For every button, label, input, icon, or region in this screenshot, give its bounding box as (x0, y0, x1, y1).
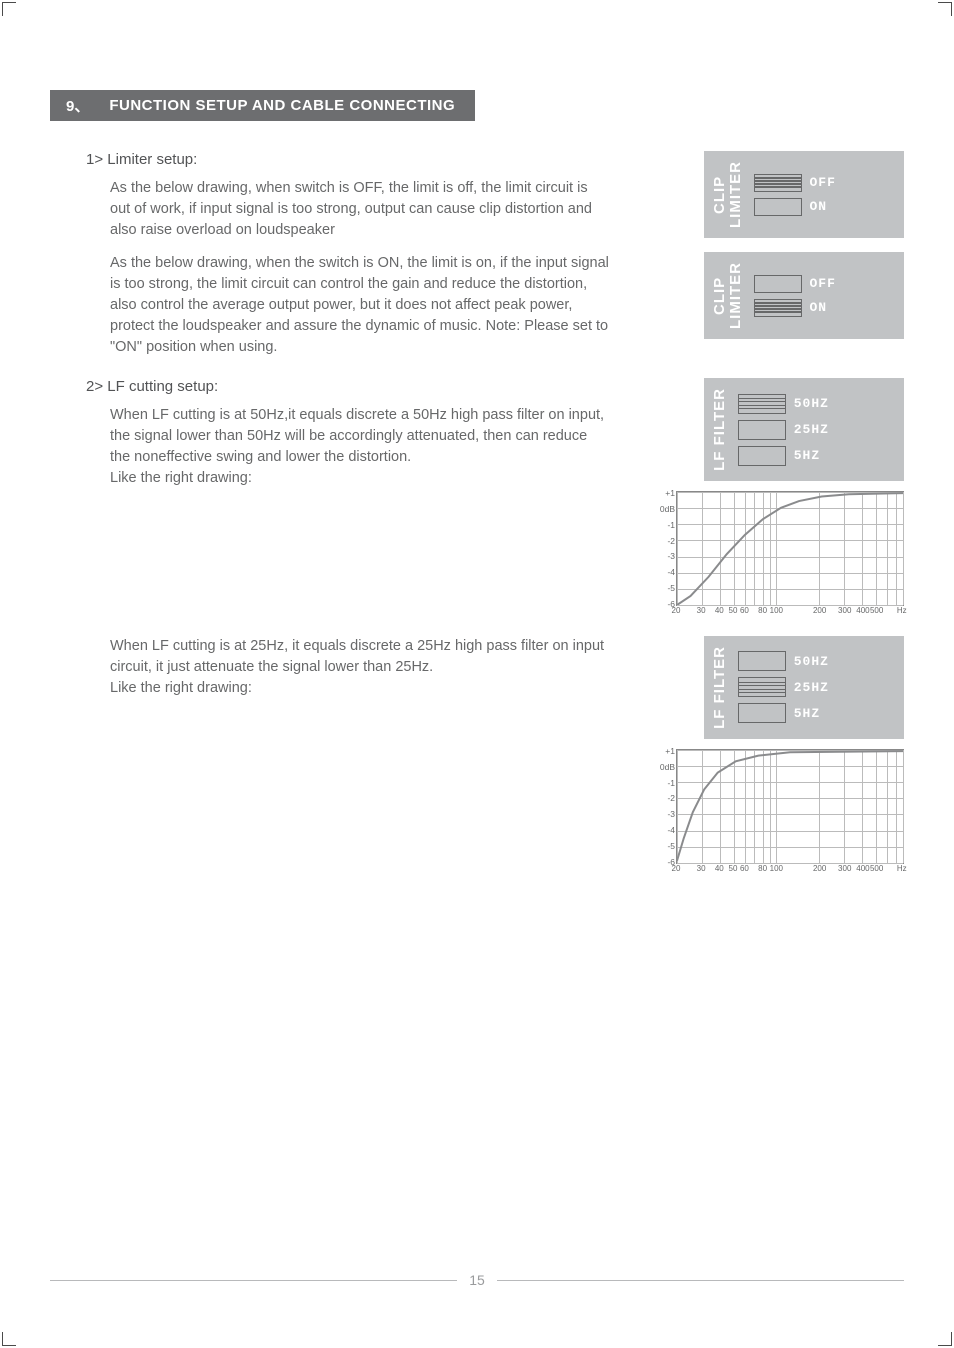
lf-slot-50 (738, 651, 786, 671)
page-number: 15 (469, 1272, 485, 1288)
crop-br (938, 1332, 952, 1346)
graph-xlabels: 203040506080100200300400500Hz (676, 864, 904, 876)
crop-bl (2, 1332, 16, 1346)
lf-label-25: 25HZ (794, 680, 829, 695)
sub2-heading: 2> LF cutting setup: (86, 378, 609, 395)
lf-label-50: 50HZ (794, 654, 829, 669)
clip-limiter-label: CLIP LIMITER (712, 161, 744, 228)
lf-filter-50-panel: LF FILTER 50HZ 25HZ 5HZ (704, 378, 904, 481)
section-title: FUNCTION SETUP AND CABLE CONNECTING (99, 90, 475, 121)
clip-limiter-on-panel: CLIP LIMITER OFF ON (704, 252, 904, 339)
graph-50hz-curve (677, 492, 903, 605)
sub2-para2: When LF cutting is at 25Hz, it equals di… (110, 636, 609, 699)
switch-label-on: ON (810, 199, 828, 214)
switch-label-off: OFF (810, 175, 836, 190)
lf-slot-5 (738, 446, 786, 466)
sub2-para1b-text: Like the right drawing: (110, 470, 252, 486)
lf-label-5: 5HZ (794, 706, 820, 721)
switch-slot-off (754, 174, 802, 192)
sub2-para1: When LF cutting is at 50Hz,it equals dis… (110, 405, 609, 489)
crop-tr (938, 2, 952, 16)
switch-slot-on (754, 299, 802, 317)
lf-filter-label: LF FILTER (712, 388, 728, 471)
sub2-para1-text: When LF cutting is at 50Hz,it equals dis… (110, 407, 604, 465)
graph-25hz-curve (677, 750, 903, 863)
graph-50hz: +10dB-1-2-3-4-5-6 2030405060801002003004… (654, 491, 904, 618)
lf-filter-25-panel: LF FILTER 50HZ 25HZ 5HZ (704, 636, 904, 739)
switch-label-off: OFF (810, 276, 836, 291)
footer-rule-right (497, 1280, 904, 1281)
clip-limiter-off-panel: CLIP LIMITER OFF ON (704, 151, 904, 238)
sub1-para1: As the below drawing, when switch is OFF… (110, 178, 609, 241)
graph-25hz-grid: +10dB-1-2-3-4-5-6 (676, 749, 904, 864)
sub2-para2b-text: Like the right drawing: (110, 680, 252, 696)
section-header: 9、 FUNCTION SETUP AND CABLE CONNECTING (50, 90, 904, 121)
switch-slot-on (754, 198, 802, 216)
sub1-heading: 1> Limiter setup: (86, 151, 609, 168)
lf-slot-50 (738, 394, 786, 414)
graph-ylabels: +10dB-1-2-3-4-5-6 (655, 746, 675, 867)
graph-25hz: +10dB-1-2-3-4-5-6 2030405060801002003004… (654, 749, 904, 876)
graph-xlabels: 203040506080100200300400500Hz (676, 606, 904, 618)
lf-slot-25 (738, 677, 786, 697)
graph-50hz-grid: +10dB-1-2-3-4-5-6 (676, 491, 904, 606)
footer-rule-left (50, 1280, 457, 1281)
lf-slot-25 (738, 420, 786, 440)
switch-slot-off (754, 275, 802, 293)
section-number: 9、 (50, 90, 99, 121)
lf-label-5: 5HZ (794, 448, 820, 463)
sub2-para2-text: When LF cutting is at 25Hz, it equals di… (110, 638, 604, 675)
crop-tl (2, 2, 16, 16)
lf-slot-5 (738, 703, 786, 723)
page-footer: 15 (50, 1272, 904, 1288)
clip-limiter-label: CLIP LIMITER (712, 262, 744, 329)
sub1-para2: As the below drawing, when the switch is… (110, 253, 609, 358)
lf-label-25: 25HZ (794, 422, 829, 437)
graph-ylabels: +10dB-1-2-3-4-5-6 (655, 488, 675, 609)
lf-filter-label: LF FILTER (712, 646, 728, 729)
lf-label-50: 50HZ (794, 396, 829, 411)
switch-label-on: ON (810, 300, 828, 315)
